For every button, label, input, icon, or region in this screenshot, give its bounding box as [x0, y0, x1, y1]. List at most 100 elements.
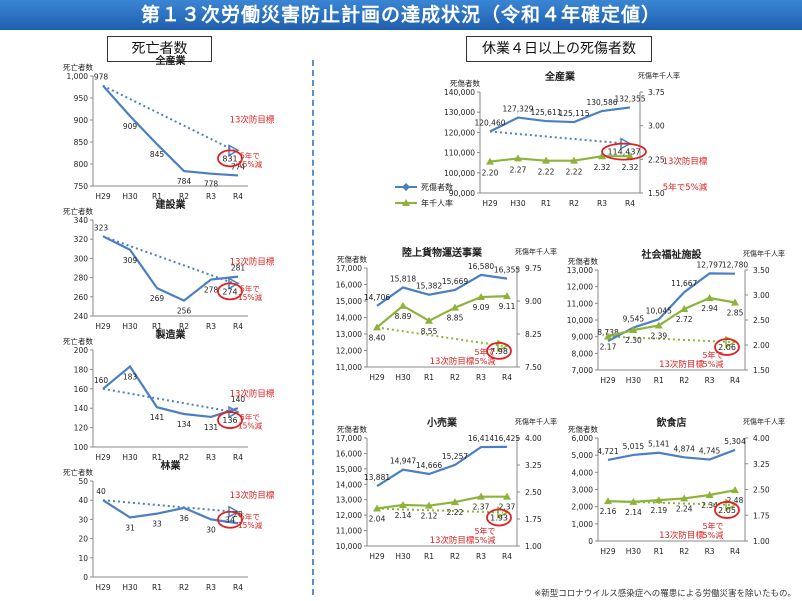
series-line-count	[607, 448, 736, 462]
footnote: ※新型コロナウイルス感染症への罹患による労働災害を除いたもの。	[534, 589, 796, 599]
y-tick-label: 30	[78, 515, 88, 524]
y-tick-label: 16,000	[336, 281, 362, 290]
y2-axis-title: 死傷年千人率	[743, 249, 785, 258]
x-tick-label: R2	[179, 192, 189, 201]
y-tick-label: 8,000	[572, 349, 594, 358]
target-value-oval	[217, 411, 243, 429]
x-tick-label: R2	[679, 547, 689, 556]
y2-tick-label: 2.50	[753, 316, 770, 325]
data-label-rate: 2.37	[499, 503, 516, 512]
y-axis-title: 死傷者数	[568, 424, 598, 434]
y2-tick-label: 8.25	[525, 330, 542, 339]
target-note: 5年で 15%減	[238, 412, 263, 431]
y-tick-label: 13,000	[336, 496, 362, 505]
y-tick-label: 340	[74, 216, 89, 225]
target-note: 5年で 15%減	[238, 512, 263, 531]
y-tick-label: 13,000	[567, 266, 593, 275]
data-label-count: 16,414	[468, 434, 494, 443]
y-tick-label: 11,000	[336, 363, 362, 372]
x-tick-label: H30	[395, 552, 410, 561]
x-tick-label: H29	[482, 199, 497, 208]
data-label-rate: 2.48	[727, 496, 744, 505]
y-tick-label: 750	[74, 182, 89, 191]
y2-tick-label: 3.00	[753, 291, 770, 300]
data-label-count: 4,745	[699, 447, 721, 456]
series-marker-rate	[503, 292, 511, 300]
x-tick-label: R2	[569, 199, 579, 208]
y2-tick-label: 1.00	[753, 537, 770, 546]
x-tick-label: R1	[654, 547, 664, 556]
data-label-count: 15,669	[442, 277, 468, 286]
x-tick-label: R3	[206, 322, 216, 331]
x-tick-label: R2	[450, 373, 460, 382]
x-tick-label: R4	[730, 376, 740, 385]
data-label-count: 269	[150, 294, 165, 303]
y2-tick-label: 2.00	[753, 341, 770, 350]
y-tick-label: 260	[74, 293, 89, 302]
data-label-count: 125,115	[558, 109, 589, 118]
y2-tick-label: 4.00	[753, 434, 770, 443]
series-line-count	[376, 445, 508, 488]
y2-tick-label: 3.75	[648, 88, 665, 97]
series-marker-rate	[477, 293, 485, 301]
data-label-rate: 8.40	[369, 333, 386, 342]
y-tick-label: 15,000	[336, 465, 362, 474]
left-panel-header: 死亡者数	[107, 36, 212, 62]
y-axis-title: 死傷者数	[337, 254, 367, 264]
x-tick-label: R4	[502, 373, 512, 382]
legend-label-count: 死傷者数	[421, 182, 453, 192]
data-label-count: 12,797	[696, 260, 722, 269]
y-tick-label: 3,000	[572, 486, 594, 495]
x-tick-label: R3	[705, 547, 715, 556]
x-tick-label: R3	[597, 199, 607, 208]
y-tick-label: 280	[74, 274, 89, 283]
y-axis-title: 死亡者数	[63, 206, 93, 216]
data-label-count: 10,045	[646, 306, 672, 315]
y-tick-label: 15,000	[336, 297, 362, 306]
data-label-count: 30	[206, 525, 216, 534]
series-line-count	[102, 499, 239, 525]
y2-tick-label: 2.50	[753, 486, 770, 495]
y2-tick-label: 2.50	[525, 488, 542, 497]
data-label-rate: 2.37	[473, 503, 490, 512]
x-tick-label: R1	[541, 199, 551, 208]
y2-tick-label: 1.75	[753, 511, 770, 520]
data-label-count: 4,721	[597, 447, 619, 456]
y-tick-label: 11,000	[336, 527, 362, 536]
x-tick-label: R2	[450, 552, 460, 561]
x-tick-label: H30	[122, 322, 137, 331]
x-tick-label: H29	[369, 552, 384, 561]
target-value-oval	[217, 510, 243, 529]
legend-label-rate: 年千人率	[421, 198, 453, 208]
legend-marker-rate	[402, 199, 410, 206]
y-axis-title: 死傷者数	[568, 256, 598, 266]
chart-title: 飲食店	[656, 416, 687, 429]
data-label-count: 140	[231, 395, 246, 404]
data-label-rate: 2.22	[447, 508, 464, 517]
series-line-count	[489, 106, 631, 133]
y2-axis-title: 死傷年千人率	[638, 71, 680, 80]
series-marker-rate	[477, 492, 485, 500]
x-tick-label: R4	[625, 199, 635, 208]
data-label-count: 36	[179, 514, 189, 523]
target-note: 5年で 15%減	[238, 150, 263, 169]
y-tick-label: 130,000	[444, 108, 475, 117]
y2-tick-label: 1.00	[525, 542, 542, 551]
data-label-count: 13,881	[364, 473, 390, 482]
x-tick-label: R3	[206, 192, 216, 201]
x-tick-label: H30	[626, 376, 641, 385]
data-label-rate: 2.17	[600, 343, 617, 352]
x-tick-label: H30	[395, 373, 410, 382]
series-marker-rate	[425, 316, 433, 324]
data-label-rate: 2.32	[594, 163, 611, 172]
data-label-rate: 2.16	[600, 507, 617, 516]
x-tick-label: H29	[95, 322, 110, 331]
data-label-count: 5,304	[724, 437, 746, 446]
data-label-count: 309	[123, 256, 138, 265]
x-tick-label: R3	[206, 453, 216, 462]
series-line-rate	[376, 295, 508, 329]
y-tick-label: 120	[74, 424, 89, 433]
target-value-label: 34	[225, 516, 235, 525]
data-label-count: 16,355	[494, 266, 520, 275]
series-marker-rate	[425, 501, 433, 509]
